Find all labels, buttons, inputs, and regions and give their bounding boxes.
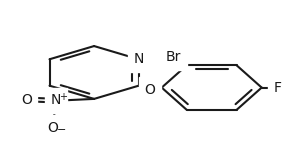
Text: N: N [51,93,61,107]
Text: O: O [48,121,58,135]
Text: F: F [274,81,282,95]
Text: O: O [21,93,32,107]
Text: N: N [133,52,144,66]
Text: O: O [145,83,156,97]
Text: −: − [56,125,66,135]
Text: +: + [59,92,67,102]
Text: Br: Br [166,50,181,64]
